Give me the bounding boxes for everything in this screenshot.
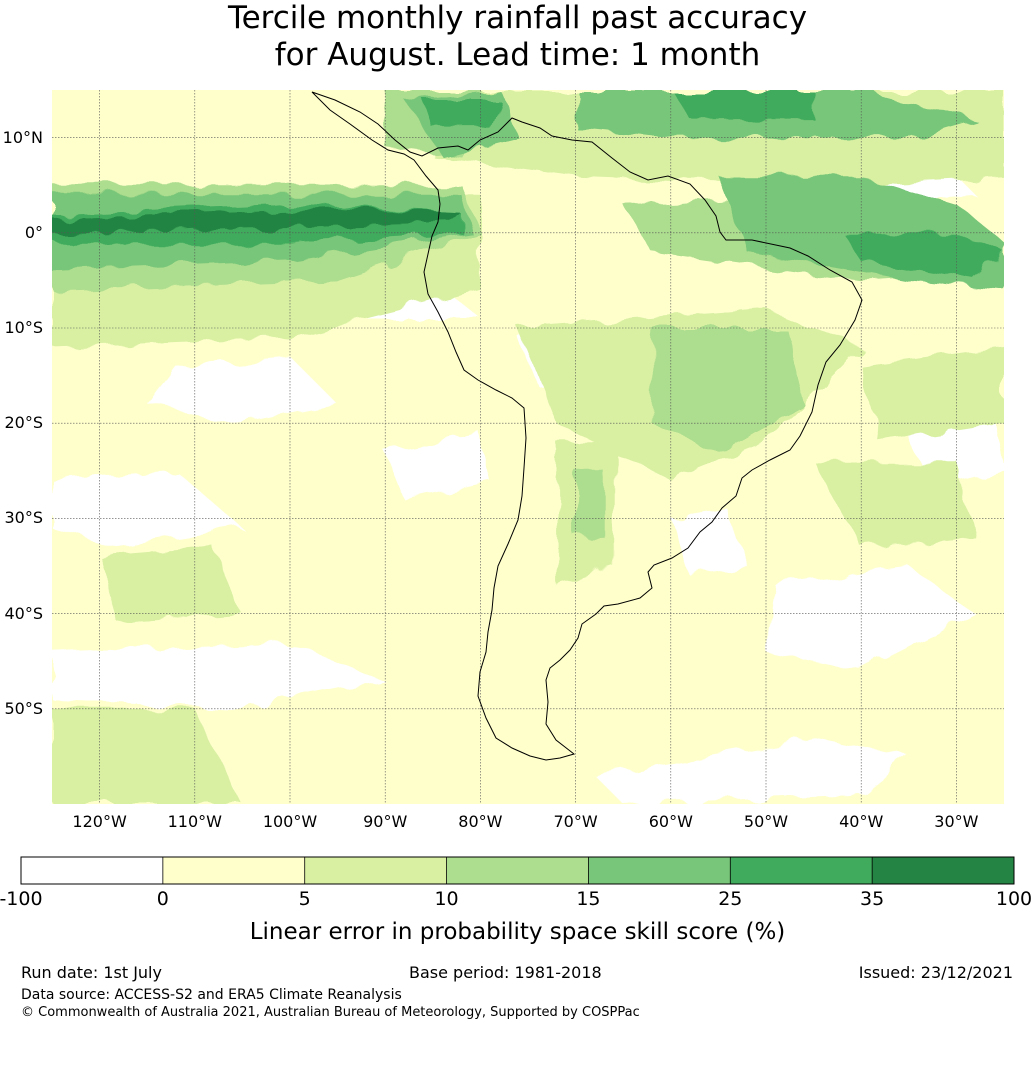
skill-score-field xyxy=(52,90,1004,804)
issued-date: Issued: 23/12/2021 xyxy=(858,963,1013,982)
lat-tick-label: 50°S xyxy=(4,698,43,718)
colorbar-frame xyxy=(20,856,1015,885)
skill-patch xyxy=(99,547,243,624)
colorbar-segment xyxy=(304,857,447,884)
colorbar-segment xyxy=(588,857,731,884)
colorbar-segment xyxy=(21,857,163,884)
data-source: Data source: ACCESS-S2 and ERA5 Climate … xyxy=(21,987,402,1003)
skill-patch xyxy=(813,461,976,547)
lon-tick-label: 110°W xyxy=(167,812,222,831)
south-america-coastline xyxy=(311,91,863,761)
lat-tick-label: 40°S xyxy=(4,603,43,623)
colorbar-tick: -100 xyxy=(0,888,43,910)
colorbar-tick: 5 xyxy=(298,888,311,910)
lon-tick-label: 120°W xyxy=(72,812,127,831)
colorbar-tick: 15 xyxy=(576,888,601,910)
skill-patch xyxy=(594,737,909,804)
colorbar-tick: 10 xyxy=(434,888,459,910)
title-line-1: Tercile monthly rainfall past accuracy xyxy=(227,0,808,36)
colorbar xyxy=(20,856,1015,885)
lon-tick-label: 50°W xyxy=(743,812,789,831)
lon-tick-label: 30°W xyxy=(934,812,979,831)
skill-patch xyxy=(766,566,976,671)
lon-tick-label: 40°W xyxy=(839,812,884,831)
gridlines xyxy=(52,90,1004,804)
colorbar-segment xyxy=(730,857,873,884)
skill-patch xyxy=(52,642,386,709)
copyright: © Commonwealth of Australia 2021, Austra… xyxy=(21,1005,640,1020)
skill-patch xyxy=(575,470,605,538)
lat-tick-label: 0° xyxy=(24,222,43,242)
colorbar-tick: 35 xyxy=(860,888,885,910)
skill-patch xyxy=(423,99,500,129)
lat-tick-label: 30°S xyxy=(4,508,43,528)
title-line-2: for August. Lead time: 1 month xyxy=(274,37,761,73)
skill-patch xyxy=(842,232,1004,281)
skill-patch xyxy=(861,347,1004,443)
colorbar-segment xyxy=(162,857,305,884)
base-period: Base period: 1981-2018 xyxy=(409,963,602,982)
colorbar-tick: 0 xyxy=(156,888,169,910)
lat-tick-label: 20°S xyxy=(4,413,43,433)
run-date: Run date: 1st July xyxy=(21,963,162,982)
colorbar-tick: 25 xyxy=(718,888,743,910)
lat-tick-label: 10°N xyxy=(2,127,43,147)
skill-patch xyxy=(52,209,462,233)
lat-tick-label: 10°S xyxy=(4,318,43,337)
colorbar-tick: 100 xyxy=(995,888,1033,910)
colorbar-segment xyxy=(446,857,589,884)
lon-tick-label: 70°W xyxy=(553,812,598,831)
lon-tick-label: 100°W xyxy=(262,812,318,831)
skill-patch xyxy=(670,508,747,576)
lon-tick-label: 60°W xyxy=(648,812,693,831)
colorbar-segment xyxy=(872,857,1014,884)
skill-patch xyxy=(385,432,490,500)
map-title: Tercile monthly rainfall past accuracy f… xyxy=(0,0,1035,74)
lon-tick-label: 80°W xyxy=(458,812,503,831)
skill-patch xyxy=(670,90,814,119)
lon-tick-label: 90°W xyxy=(363,812,408,831)
colorbar-label: Linear error in probability space skill … xyxy=(249,919,786,945)
